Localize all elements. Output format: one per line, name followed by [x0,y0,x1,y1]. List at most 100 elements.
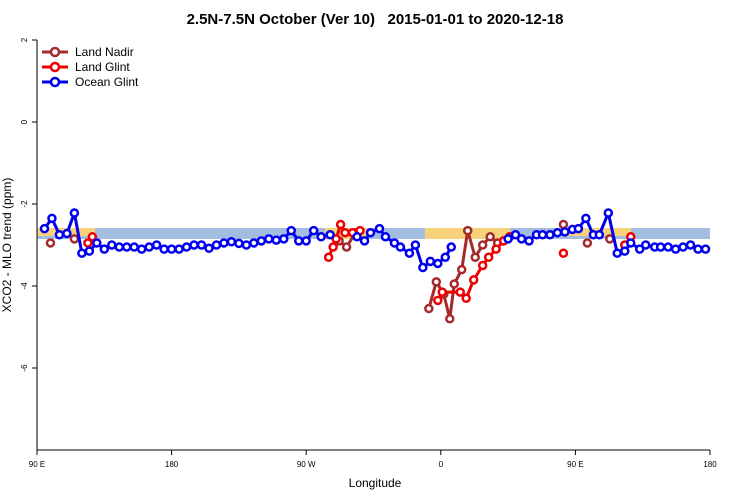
data-point [693,244,703,254]
data-point [374,223,385,234]
data-point [582,238,593,248]
data-point [581,213,591,224]
legend-label: Land Glint [75,60,130,74]
data-point [477,260,488,271]
data-point [151,240,162,250]
data-point [625,238,636,248]
y-tick-label: -6 [20,364,29,372]
data-point [700,244,711,254]
data-point [271,235,282,245]
data-point [99,244,110,254]
x-tick-label: 90 E [567,460,583,469]
data-point [204,243,214,254]
data-point [84,246,95,256]
data-point [431,277,442,287]
data-point [418,262,428,273]
x-tick-label: 180 [165,460,179,469]
y-tick-label: 2 [20,37,29,42]
data-point [433,258,443,269]
data-point [107,240,117,250]
data-point [256,236,267,246]
data-point [594,230,605,240]
x-tick-label: 180 [703,460,717,469]
data-point [325,230,335,240]
y-tick-label: -4 [20,282,29,290]
legend-marker [49,76,61,88]
data-point [491,244,501,254]
data-point [69,208,80,218]
data-point [433,295,443,306]
data-point [45,238,56,248]
x-tick-label: 0 [439,460,444,469]
data-point [395,242,406,252]
data-point [537,230,548,240]
data-point [331,234,341,244]
data-point [558,248,569,258]
data-point [425,256,436,267]
data-point [279,234,289,244]
data-point [462,225,473,236]
x-tick-label: 90 E [29,460,45,469]
data-point [365,227,376,238]
data-point [510,230,521,240]
y-tick-label: 0 [20,119,29,124]
data-point [166,244,177,254]
data-point [340,227,350,238]
data-point [440,252,451,263]
series-line [436,235,511,302]
data-point [485,232,495,242]
data-point [670,244,681,254]
data-point [456,264,467,275]
x-axis-label: Longitude [349,476,402,490]
data-point [685,240,696,250]
data-point [189,240,199,250]
data-point [69,234,80,244]
legend-label: Ocean Glint [75,75,139,89]
data-point [286,225,296,236]
data-point [174,244,184,254]
data-point [634,244,645,254]
y-tick-label: -2 [20,200,29,208]
data-point [211,240,222,250]
data-point [39,223,50,234]
data-point [308,225,319,236]
data-point [293,236,304,246]
y-axis-label: XCO2 - MLO trend (ppm) [0,178,14,313]
data-point [424,303,434,314]
data-point [524,236,534,246]
data-point [678,242,688,252]
data-point [640,240,651,250]
data-point [196,240,207,250]
data-point [449,279,460,289]
data-point [328,242,338,252]
data-point [470,252,480,263]
data-point [404,248,415,258]
legend-marker [49,61,61,73]
data-point [234,238,244,249]
data-point [545,230,555,240]
data-point [54,230,65,240]
data-point [573,223,584,234]
data-point [136,244,147,254]
data-point [552,227,563,238]
data-point [316,232,326,242]
data-point [468,275,479,285]
data-point [87,232,98,242]
data-point [341,242,352,252]
data-point [410,240,421,250]
data-point [483,252,494,263]
legend-marker [49,46,61,58]
series-line [427,230,499,320]
data-point [181,242,192,252]
data-point [380,232,391,242]
data-point [92,238,102,248]
data-point [264,234,274,244]
data-point [301,236,311,246]
x-tick-label: 90 W [297,460,316,469]
data-point [516,234,527,244]
data-point [461,293,471,304]
data-point [455,287,465,297]
data-point [219,238,229,248]
data-point [129,242,139,252]
